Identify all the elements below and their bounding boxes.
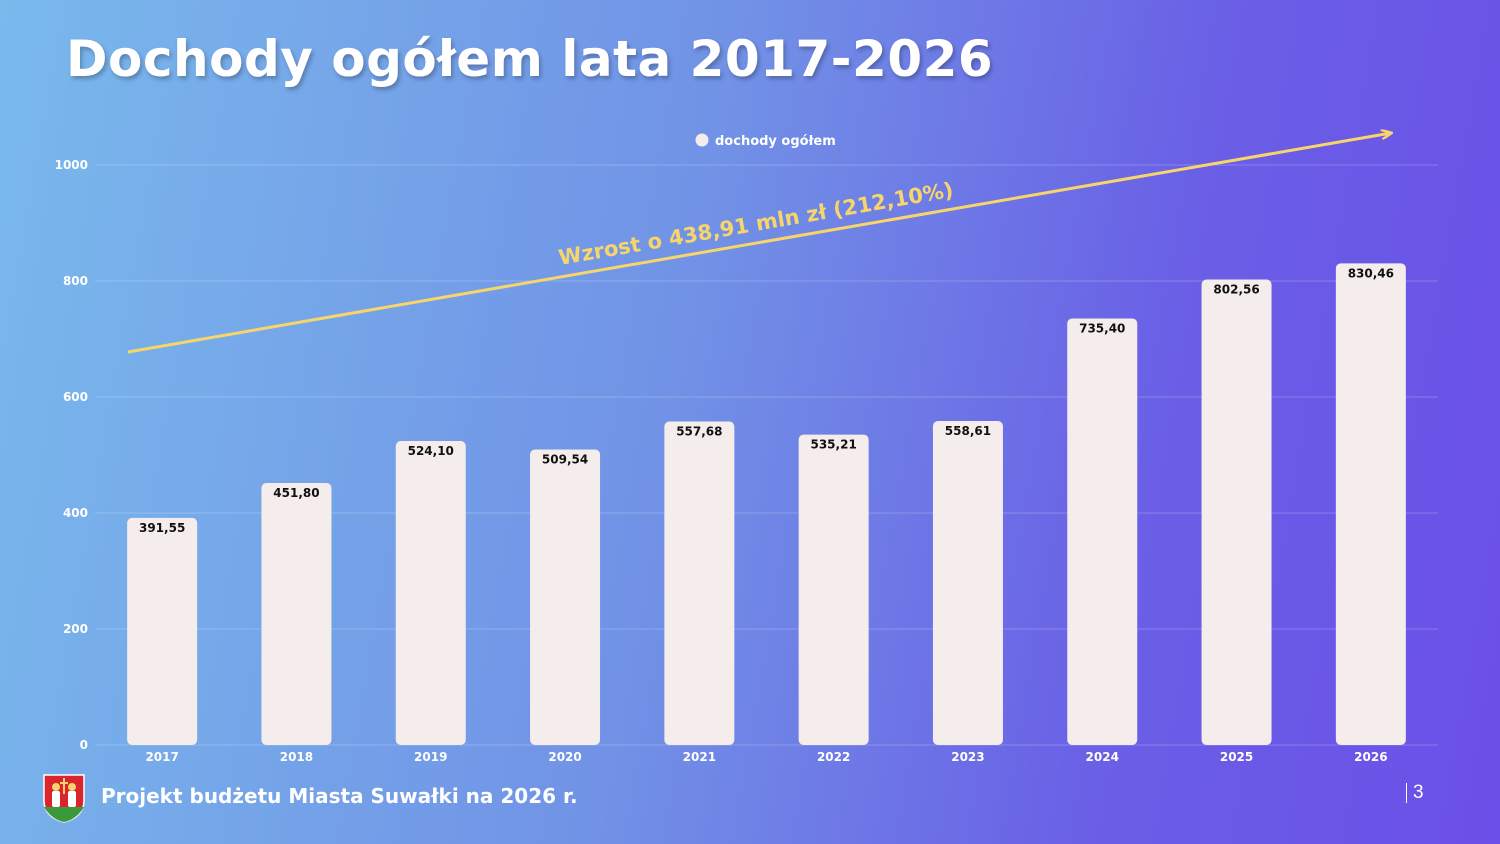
x-tick-label-2019: 2019 (414, 750, 447, 764)
y-tick-label: 400 (63, 506, 88, 520)
legend-marker (695, 133, 709, 147)
legend-label: dochody ogółem (715, 134, 836, 149)
y-axis-ticks: 0 200 400 600 800 1000 (55, 158, 88, 752)
x-tick-label-2018: 2018 (280, 750, 313, 764)
bar-2022 (798, 434, 869, 745)
bar-2019 (395, 441, 466, 745)
x-tick-label-2020: 2020 (548, 750, 581, 764)
bar-2024 (1067, 318, 1138, 745)
y-tick-label: 1000 (55, 158, 88, 172)
x-tick-label-2017: 2017 (145, 750, 178, 764)
bar-value-label-2026: 830,46 (1348, 266, 1394, 280)
bar-2025 (1201, 279, 1272, 745)
bar-2020 (530, 449, 601, 745)
bar-value-label-2020: 509,54 (542, 452, 588, 466)
trend-annotation-text: Wzrost o 438,91 mln zł (212,10%) (557, 178, 955, 270)
bar-value-label-2017: 391,55 (139, 521, 185, 535)
x-axis-ticks: 2017 2018 2019 2020 2021 2022 2023 2024 2025 2026 (145, 750, 1387, 764)
bar-value-label-2024: 735,40 (1079, 321, 1125, 335)
bar-2023 (932, 421, 1003, 745)
x-tick-label-2023: 2023 (951, 750, 984, 764)
x-tick-label-2024: 2024 (1086, 750, 1119, 764)
y-tick-label: 0 (80, 738, 88, 752)
y-tick-label: 800 (63, 274, 88, 288)
bar-2021 (664, 421, 735, 745)
chart-bars: 391,55 451,80 524,10 509,54 557,68 535,21 558,… (127, 263, 1406, 745)
bar-value-label-2019: 524,10 (408, 444, 454, 458)
x-tick-label-2025: 2025 (1220, 750, 1253, 764)
bar-value-label-2022: 535,21 (810, 438, 856, 452)
page-title: Dochody ogółem lata 2017-2026 (66, 30, 994, 88)
page-number: 3 (1406, 783, 1424, 803)
bar-value-label-2023: 558,61 (945, 424, 991, 438)
x-tick-label-2021: 2021 (683, 750, 716, 764)
y-tick-label: 600 (63, 390, 88, 404)
bar-value-label-2021: 557,68 (676, 425, 722, 439)
bar-value-label-2025: 802,56 (1213, 283, 1259, 297)
trend-arrow (127, 133, 1391, 354)
footer-title: Projekt budżetu Miasta Suwałki na 2026 r… (101, 784, 578, 808)
bar-value-label-2018: 451,80 (273, 486, 319, 500)
x-tick-label-2026: 2026 (1354, 750, 1387, 764)
bar-2017 (127, 517, 198, 745)
suwalki-coat-of-arms-icon (43, 774, 85, 823)
x-tick-label-2022: 2022 (817, 750, 850, 764)
bar-2026 (1335, 263, 1406, 745)
y-tick-label: 200 (63, 622, 88, 636)
chart-legend: dochody ogółem (695, 133, 836, 149)
bar-2018 (261, 482, 332, 745)
